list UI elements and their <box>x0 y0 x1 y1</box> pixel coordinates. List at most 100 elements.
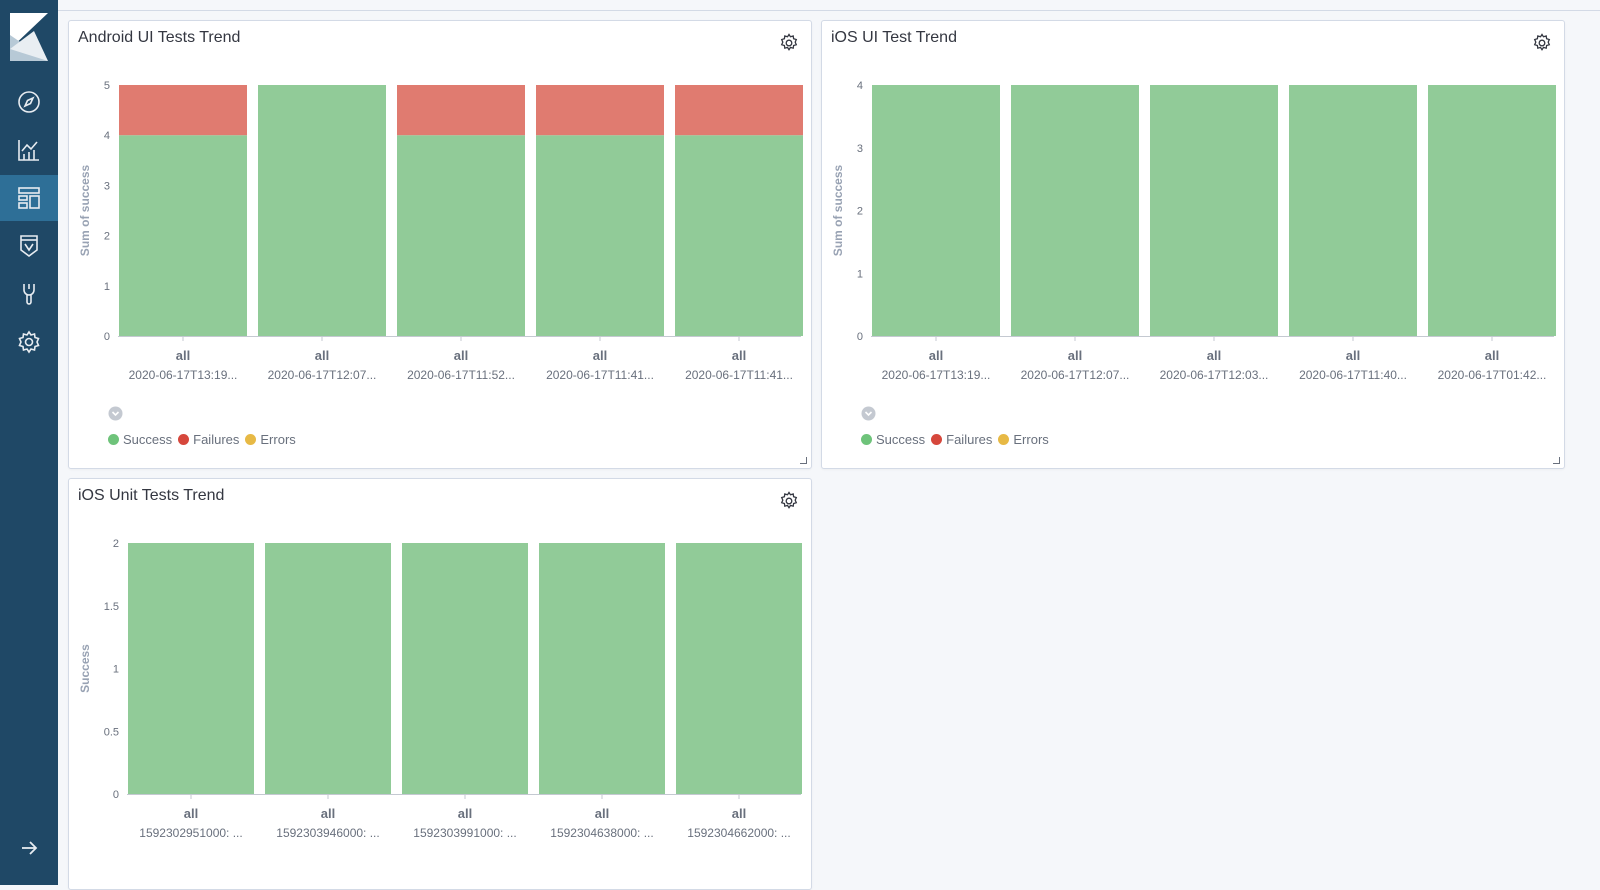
bar-failures[interactable] <box>675 85 803 136</box>
legend-toggle-chevron-icon[interactable] <box>861 406 876 421</box>
panel-options-gear-icon[interactable] <box>779 491 799 511</box>
panel-options-gear-icon[interactable] <box>1532 33 1552 53</box>
bar-success[interactable] <box>258 85 386 336</box>
bar-success[interactable] <box>119 135 247 336</box>
x-category-label: all <box>321 806 335 821</box>
x-category-label: all <box>454 348 468 363</box>
x-category-label: all <box>1068 348 1082 363</box>
bar-success[interactable] <box>676 543 802 794</box>
legend-label: Success <box>876 432 926 447</box>
y-tick-label: 3 <box>104 180 110 192</box>
x-category-label: all <box>732 806 746 821</box>
chart-icon <box>18 140 39 161</box>
x-tick-label: 2020-06-17T13:19... <box>882 368 991 382</box>
legend-toggle-chevron-icon[interactable] <box>108 406 123 421</box>
chart-legend: Success Failures Errors <box>861 432 1049 447</box>
panel-title: Android UI Tests Trend <box>78 29 241 46</box>
y-tick-label: 2 <box>857 206 863 218</box>
legend-label: Failures <box>193 432 240 447</box>
x-category-label: all <box>1485 348 1499 363</box>
header-border <box>58 10 1600 11</box>
compass-icon <box>18 91 40 113</box>
legend-item-errors[interactable]: Errors <box>998 432 1049 447</box>
panel-options-gear-icon[interactable] <box>779 33 799 53</box>
legend-item-failures[interactable]: Failures <box>178 432 239 447</box>
x-tick-label: 1592304662000: ... <box>687 826 790 840</box>
bar-success[interactable] <box>1150 85 1278 336</box>
nav-item-visualize[interactable] <box>0 127 58 173</box>
x-tick-label: 2020-06-17T01:42... <box>1438 368 1547 382</box>
x-tick-label: 2020-06-17T11:41... <box>685 368 793 382</box>
y-tick-label: 0.5 <box>104 726 119 738</box>
bar-success[interactable] <box>675 135 803 336</box>
panel-resize-handle[interactable] <box>800 457 807 464</box>
x-tick-label: 1592303991000: ... <box>413 826 516 840</box>
x-tick-label: 2020-06-17T11:41... <box>546 368 654 382</box>
bar-failures[interactable] <box>536 85 664 136</box>
y-tick-label: 1 <box>113 664 119 676</box>
y-tick-label: 5 <box>104 80 110 92</box>
bar-success[interactable] <box>539 543 665 794</box>
x-category-label: all <box>184 806 198 821</box>
arrow-right-icon <box>22 841 38 855</box>
success-dot-icon <box>108 434 119 445</box>
legend-item-errors[interactable]: Errors <box>245 432 296 447</box>
x-tick-label: 2020-06-17T11:52... <box>407 368 515 382</box>
y-tick-label: 1 <box>104 281 110 293</box>
collapse-nav-button[interactable] <box>0 825 58 871</box>
wrench-icon <box>23 284 35 305</box>
nav-item-dev-tools[interactable] <box>0 271 58 317</box>
bar-success[interactable] <box>536 135 664 336</box>
gear-icon <box>18 330 40 354</box>
canvas-icon <box>20 235 38 257</box>
nav-item-canvas[interactable] <box>0 223 58 269</box>
legend-item-success[interactable]: Success <box>861 432 925 447</box>
kibana-logo[interactable] <box>10 13 48 61</box>
y-axis-label: Success <box>78 644 92 693</box>
panel-android-ui-tests: Android UI Tests Trend 0 1 2 3 4 5 Sum of succ… <box>68 20 812 469</box>
x-category-label: all <box>1207 348 1221 363</box>
panel-ios-unit-tests: iOS Unit Tests Trend 0 0.5 1 1.5 2 Success all… <box>68 478 812 890</box>
x-category-label: all <box>176 348 190 363</box>
bar-success[interactable] <box>1289 85 1417 336</box>
legend-item-success[interactable]: Success <box>108 432 172 447</box>
y-tick-label: 2 <box>113 538 119 550</box>
nav-item-management[interactable] <box>0 319 58 365</box>
chart-legend: Success Failures Errors <box>108 432 296 447</box>
legend-label: Errors <box>260 432 296 447</box>
failures-dot-icon <box>178 434 190 445</box>
x-tick-label: 2020-06-17T12:07... <box>268 368 377 382</box>
nav-item-discover[interactable] <box>0 79 58 125</box>
bar-failures[interactable] <box>119 85 247 136</box>
panel-title: iOS UI Test Trend <box>831 29 957 46</box>
bar-success[interactable] <box>402 543 528 794</box>
bar-success[interactable] <box>397 135 525 336</box>
x-tick-label: 2020-06-17T12:03... <box>1160 368 1269 382</box>
nav-item-dashboard[interactable] <box>0 175 58 221</box>
errors-dot-icon <box>998 434 1010 445</box>
x-tick-label: 1592304638000: ... <box>550 826 653 840</box>
y-axis-label: Sum of success <box>831 164 845 256</box>
bar-success[interactable] <box>1428 85 1556 336</box>
bar-success[interactable] <box>872 85 1000 336</box>
x-category-label: all <box>732 348 746 363</box>
legend-label: Errors <box>1013 432 1049 447</box>
bar-success[interactable] <box>128 543 254 794</box>
y-tick-label: 0 <box>104 331 110 343</box>
x-tick-label: 1592302951000: ... <box>139 826 242 840</box>
y-tick-label: 4 <box>857 80 863 92</box>
bar-success[interactable] <box>265 543 391 794</box>
panel-resize-handle[interactable] <box>1553 457 1560 464</box>
x-tick-label: 1592303946000: ... <box>276 826 379 840</box>
bar-success[interactable] <box>1011 85 1139 336</box>
y-tick-label: 0 <box>857 331 863 343</box>
legend-item-failures[interactable]: Failures <box>931 432 992 447</box>
x-category-label: all <box>1346 348 1360 363</box>
bar-chart: 0 1 2 3 4 Sum of success all 2020-06-17T13:19..… <box>831 80 1556 382</box>
legend-label: Success <box>123 432 173 447</box>
dashboard-icon <box>18 187 40 209</box>
bar-failures[interactable] <box>397 85 525 136</box>
x-tick-label: 2020-06-17T12:07... <box>1021 368 1130 382</box>
y-axis-label: Sum of success <box>78 164 92 256</box>
x-category-label: all <box>458 806 472 821</box>
